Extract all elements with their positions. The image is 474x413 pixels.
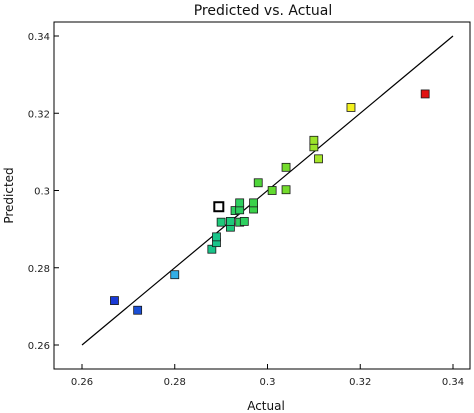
y-tick-label: 0.32 xyxy=(28,109,50,120)
x-tick-label: 0.28 xyxy=(164,377,186,388)
data-point xyxy=(314,154,323,164)
plot-frame xyxy=(53,21,471,370)
y-tick-label: 0.34 xyxy=(28,32,50,43)
data-point xyxy=(267,186,277,195)
data-point xyxy=(420,89,430,99)
data-point xyxy=(225,216,235,226)
y-tick-label: 0.28 xyxy=(28,264,50,275)
y-tick-label: 0.26 xyxy=(28,341,50,352)
y-axis-title: Predicted xyxy=(2,167,16,223)
data-point xyxy=(212,232,221,242)
data-point xyxy=(110,296,119,305)
x-tick-label: 0.26 xyxy=(71,377,93,388)
data-point xyxy=(239,216,249,226)
data-point xyxy=(213,201,225,213)
data-point xyxy=(170,270,180,280)
data-point xyxy=(253,178,263,188)
data-point xyxy=(216,217,226,227)
x-axis-title: Actual xyxy=(247,399,285,413)
data-point xyxy=(249,198,258,208)
reference-line xyxy=(81,35,454,346)
data-point xyxy=(133,305,143,315)
x-tick-label: 0.32 xyxy=(349,377,371,388)
x-tick-label: 0.34 xyxy=(442,377,464,388)
axis-ticks: 0.26 0.28 0.3 0.32 0.34 0.26 0.28 0.3 0.32 0.34 xyxy=(28,32,464,388)
data-point xyxy=(346,103,356,112)
data-point xyxy=(235,198,245,208)
data-point xyxy=(309,135,319,145)
y-tick-label: 0.3 xyxy=(34,187,50,198)
data-point xyxy=(281,162,291,172)
data-points xyxy=(110,89,430,315)
data-point xyxy=(281,185,291,195)
chart-title: Predicted vs. Actual xyxy=(194,3,333,19)
data-point xyxy=(207,244,217,254)
x-tick-label: 0.3 xyxy=(260,377,276,388)
